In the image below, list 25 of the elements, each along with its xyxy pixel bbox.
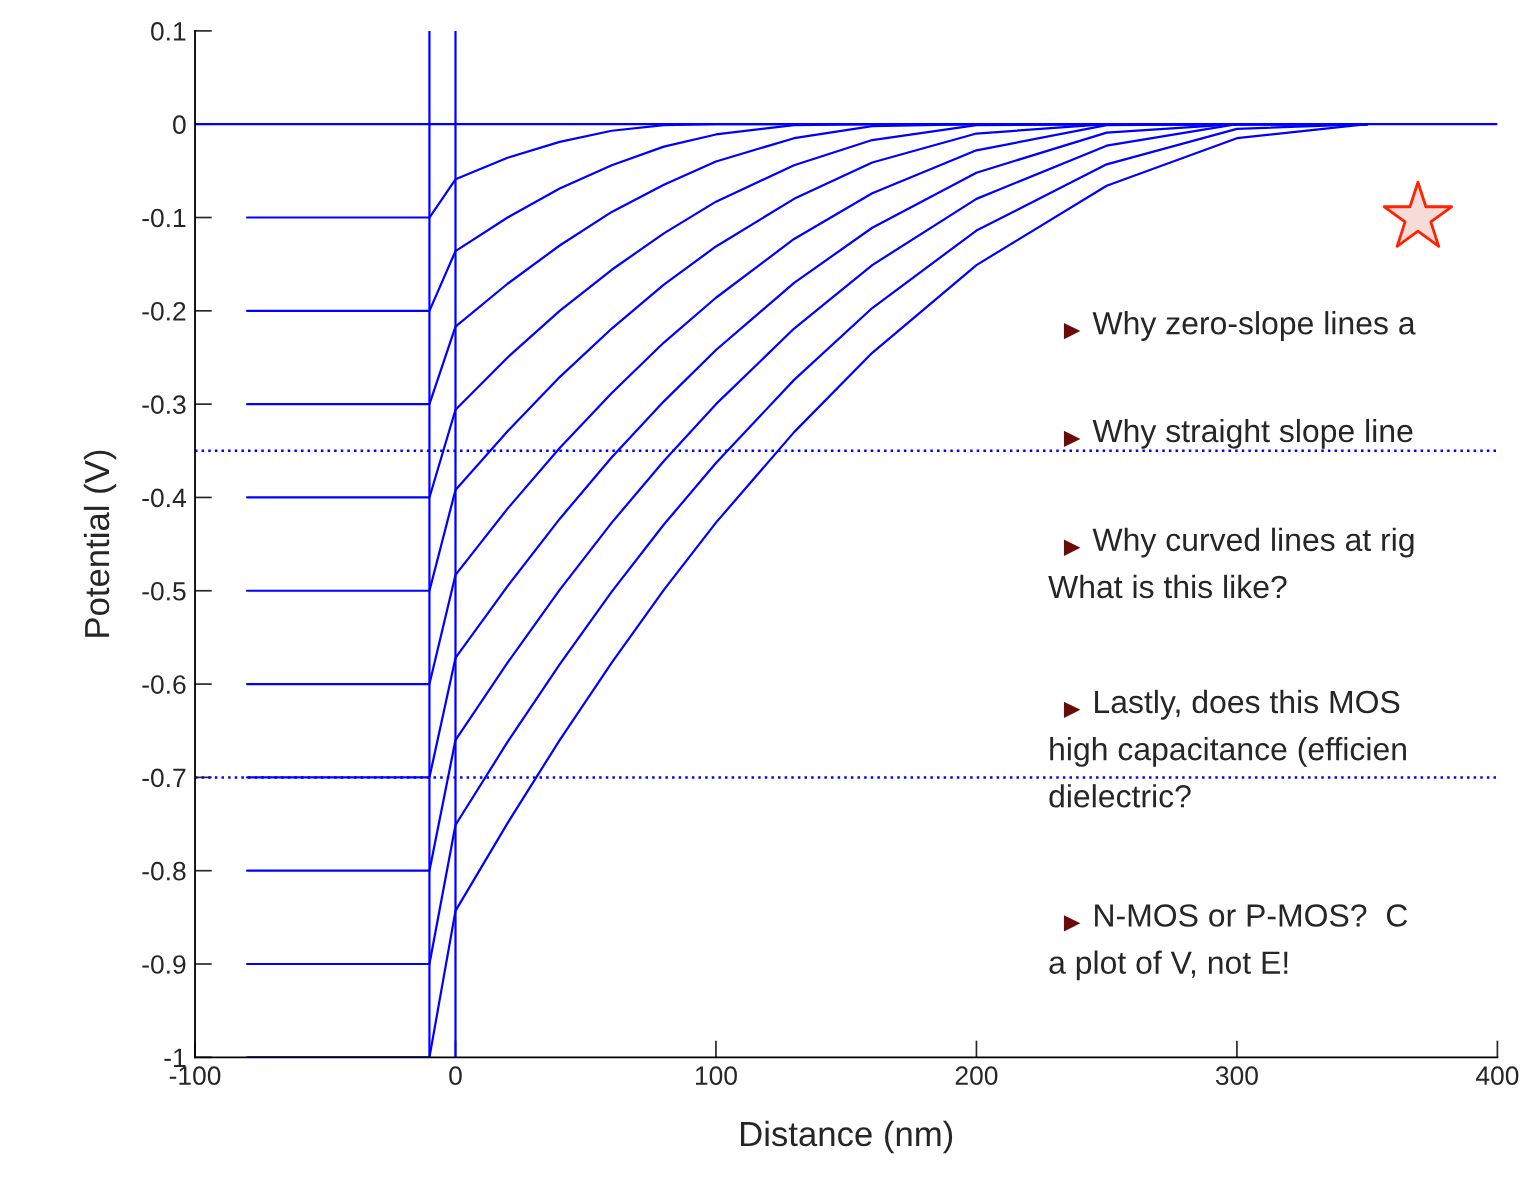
x-axis-title: Distance (nm) bbox=[741, 1120, 953, 1154]
x-tick-label: 300 bbox=[1215, 1066, 1258, 1086]
y-tick-label: -1 bbox=[164, 1048, 186, 1067]
y-tick-label: -0.8 bbox=[142, 861, 186, 881]
x-tick-label: 0 bbox=[449, 1066, 462, 1086]
annotation: Why straight slope line bbox=[1092, 418, 1413, 449]
y-tick-label: -0.3 bbox=[142, 395, 186, 414]
y-tick-label: 0 bbox=[173, 115, 186, 135]
y-tick-label: -0.9 bbox=[142, 955, 186, 974]
x-tick-label: -100 bbox=[169, 1066, 221, 1086]
y-axis-title: Potential (V) bbox=[83, 450, 117, 637]
x-tick-label: 400 bbox=[1475, 1066, 1519, 1086]
annotation: Why zero-slope lines a bbox=[1092, 311, 1416, 341]
annotation: Lastly, does this MOS high capacitance (efficien dielectric? bbox=[1049, 689, 1406, 808]
x-tick-label: 200 bbox=[955, 1066, 998, 1086]
y-tick-label: -0.7 bbox=[142, 768, 186, 788]
y-tick-label: -0.5 bbox=[142, 581, 186, 601]
y-tick-label: -0.4 bbox=[142, 488, 186, 508]
annotation: N-MOS or P-MOS? C a plot of V, not E! bbox=[1049, 904, 1408, 981]
y-tick-label: 0.1 bbox=[151, 22, 186, 41]
y-tick-label: -0.2 bbox=[142, 301, 186, 321]
annotation: Why curved lines at rig What is this like? bbox=[1048, 527, 1414, 599]
x-tick-label: 100 bbox=[695, 1066, 737, 1086]
y-tick-label: -0.1 bbox=[142, 208, 186, 228]
y-tick-label: -0.6 bbox=[142, 675, 186, 694]
